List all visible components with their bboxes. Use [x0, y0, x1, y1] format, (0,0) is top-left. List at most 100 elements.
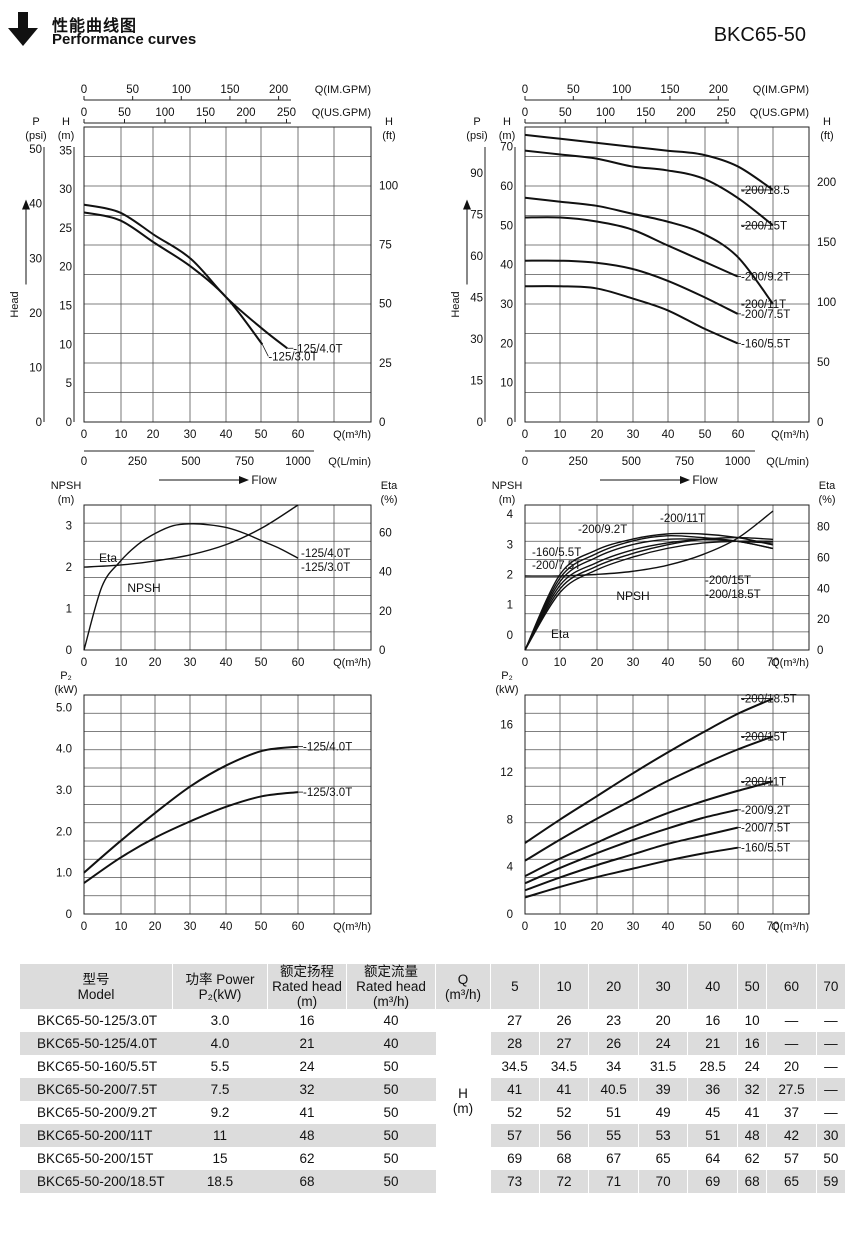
y-tick-label: 3	[66, 521, 72, 533]
cell-head-value: 65	[766, 1170, 817, 1193]
eta-label: Eta	[99, 551, 117, 565]
side-arrow-icon	[22, 199, 30, 210]
cell-head-value: 73	[490, 1170, 540, 1193]
cell-head-value: 52	[539, 1101, 590, 1124]
top-tick-label: 150	[660, 84, 679, 96]
side-arrow-icon	[463, 199, 471, 210]
y-tick-label: 40	[500, 260, 513, 272]
y-tick-label: 30	[59, 184, 72, 196]
x-tick-label: 500	[622, 456, 641, 468]
curve-legend-label: -200/11T	[660, 513, 705, 525]
cell-head-value: 16	[687, 1009, 739, 1032]
cell-head-value: 53	[638, 1124, 689, 1147]
cell-head-value: 57	[490, 1124, 540, 1147]
cell-rated-flow: 50	[383, 1151, 399, 1166]
header-rated-flow: 额定流量 Rated head (m³/h)	[346, 964, 436, 1009]
series-line	[524, 133, 774, 191]
header-rated-head: 额定扬程 Rated head (m)	[267, 964, 347, 1009]
right-axis-unit: (ft)	[820, 130, 833, 142]
cell-head-value: 20	[766, 1055, 817, 1078]
table-row: BKC65-50-200/11T 11 48 50 57 56 55 53 51 48 42 30	[20, 1124, 847, 1147]
x-tick-label: 60	[292, 429, 305, 441]
top-tick-label: 200	[236, 107, 255, 119]
right-tick-label: 50	[379, 299, 392, 311]
x-tick-label: 30	[184, 657, 197, 669]
cell-head-value: —	[766, 1009, 817, 1032]
series-label: -200/18.5T	[741, 694, 797, 706]
cell-model: BKC65-50-200/7.5T	[20, 1078, 173, 1101]
x-tick-label: 40	[220, 429, 233, 441]
y-tick-label: 15	[59, 301, 72, 313]
eta-label: Eta	[551, 627, 569, 641]
table-body: BKC65-50-125/3.0T 3.0 16 40 H (m) 27 26 23 20 16 10…	[20, 1009, 847, 1193]
down-arrow-icon	[8, 12, 38, 46]
cell-rated-flow: 40	[383, 1013, 399, 1028]
x-tick-label: 0	[81, 429, 87, 441]
series-label: -160/5.5T	[741, 338, 790, 350]
series-line	[83, 523, 299, 651]
cell-head-value: 51	[687, 1124, 739, 1147]
series-line	[83, 745, 299, 874]
cell-head-value: 27.5	[766, 1078, 817, 1101]
header-q-40: 40	[687, 964, 739, 1009]
cell-head-value: 41	[539, 1078, 590, 1101]
table-row: BKC65-50-200/18.5T 18.5 68 50 73 72 71 70 69 68 65…	[20, 1170, 847, 1193]
y-tick-label: 0	[507, 909, 513, 921]
x-tick-label: 40	[662, 657, 675, 669]
cell-rated-flow: 50	[383, 1059, 399, 1074]
cell-head-value: 23	[588, 1009, 639, 1032]
title-english: Performance curves	[52, 31, 197, 48]
right-tick-label: 0	[379, 645, 385, 657]
table-row: BKC65-50-200/9.2T 9.2 41 50 52 52 51 49 45 41 37—	[20, 1101, 847, 1124]
page-header: 性能曲线图 Performance curves BKC65-50	[0, 0, 850, 60]
y-tick-label: 3	[507, 539, 513, 551]
cell-rated-head: 68	[267, 1170, 347, 1193]
curve-legend-label: -160/5.5T	[532, 547, 581, 559]
cell-head-value: 65	[638, 1147, 689, 1170]
table-header-row: 型号 Model 功率 Power P₂(kW) 额定扬程 Rated head (m)…	[20, 964, 847, 1009]
cell-head-value: 28	[490, 1032, 540, 1055]
x-tick-label: 10	[554, 921, 567, 933]
header-q-20: 20	[588, 964, 639, 1009]
cell-head-value: 34.5	[539, 1055, 590, 1078]
cell-head-value: 26	[539, 1009, 590, 1032]
right-tick-label: 25	[379, 358, 392, 370]
cell-head-value: 48	[737, 1124, 768, 1147]
cell-head-value: 34.5	[490, 1055, 540, 1078]
y-axis-unit: (m)	[58, 130, 75, 142]
y-tick-label: 30	[500, 299, 513, 311]
x-tick-label: 20	[147, 429, 160, 441]
x-axis-label: Q(L/min)	[766, 456, 809, 468]
cell-head-value: —	[816, 1101, 847, 1124]
cell-head-value: —	[816, 1078, 847, 1101]
y-axis-unit: (m)	[499, 494, 516, 506]
cell-rated-head: 62	[299, 1151, 315, 1166]
series-line	[524, 510, 774, 577]
cell-rated-head: 24	[299, 1059, 315, 1074]
cell-head-value: 68	[737, 1170, 768, 1193]
series-label: -125/3.0T	[303, 787, 352, 799]
side-axis-label: Head	[9, 291, 21, 317]
y-axis-unit: (psi)	[25, 130, 46, 142]
right-axis-label: Eta	[381, 480, 398, 492]
cell-head-value: 16	[737, 1032, 768, 1055]
y-tick-label: 3.0	[56, 785, 72, 797]
y-axis-label: P	[473, 116, 480, 128]
y-axis-unit: (m)	[58, 494, 75, 506]
y-tick-label: 90	[470, 168, 483, 180]
cell-head-value: 69	[490, 1147, 540, 1170]
top-axis-label: Q(IM.GPM)	[315, 84, 371, 96]
cell-head-value: 42	[766, 1124, 817, 1147]
series-line	[524, 780, 774, 877]
cell-model: BKC65-50-160/5.5T	[37, 1059, 158, 1074]
top-tick-label: 200	[676, 107, 695, 119]
cell-power: 7.5	[172, 1078, 268, 1101]
y-tick-label: 0	[66, 909, 72, 921]
series-line	[524, 697, 774, 844]
y-tick-label: 60	[500, 181, 513, 193]
y-tick-label: 0	[477, 417, 483, 429]
cell-rated-head: 32	[267, 1078, 347, 1101]
header-model: 型号 Model	[20, 964, 173, 1009]
y-tick-label: 40	[29, 199, 42, 211]
right-tick-label: 0	[817, 645, 823, 657]
